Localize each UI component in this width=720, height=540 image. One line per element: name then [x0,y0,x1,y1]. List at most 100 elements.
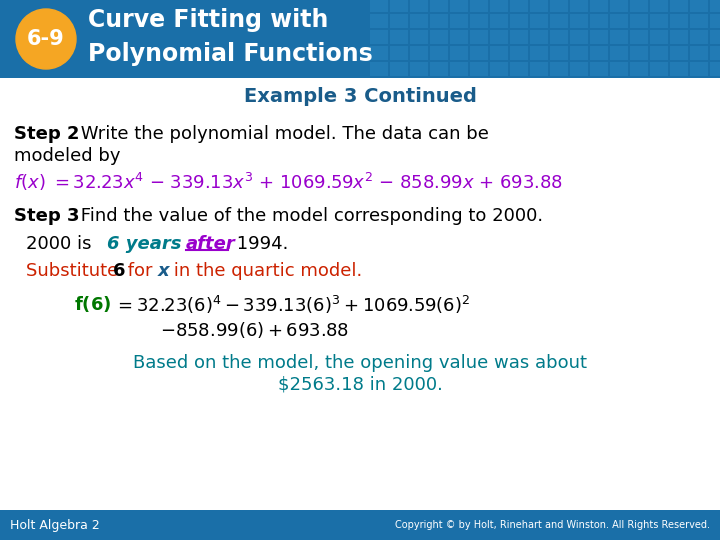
Text: Based on the model, the opening value was about: Based on the model, the opening value wa… [133,354,587,372]
Bar [570,62,588,76]
Text: Polynomial Functions: Polynomial Functions [88,42,373,66]
Bar [670,0,688,12]
Bar [650,14,668,28]
Text: 2000 is: 2000 is [26,235,97,253]
Text: Substitute: Substitute [26,262,124,280]
Bar [590,0,608,12]
Bar [610,62,628,76]
Bar [630,14,648,28]
Bar [610,30,628,44]
Bar [650,62,668,76]
Bar [430,30,448,44]
Bar [610,0,628,12]
Bar [690,0,708,12]
Bar [570,46,588,60]
Text: Step 3: Step 3 [14,207,79,225]
Bar [410,14,428,28]
Text: $f(x)$ $= 32.23x^4$ $-$ $339.13x^3$ $+$ $1069.59x^2$ $-$ $858.99x$ $+$ $693.88$: $f(x)$ $= 32.23x^4$ $-$ $339.13x^3$ $+$ … [14,171,563,193]
Bar [550,62,568,76]
Bar [0,0,720,78]
Text: x: x [158,262,170,280]
Bar [690,62,708,76]
Bar [450,14,468,28]
Bar [510,46,528,60]
Text: after: after [186,235,235,253]
Text: in the quartic model.: in the quartic model. [168,262,362,280]
Bar [470,46,488,60]
Bar [570,0,588,12]
Bar [430,14,448,28]
Bar [590,14,608,28]
Bar [450,62,468,76]
Bar [630,62,648,76]
Bar [470,30,488,44]
Bar [390,0,408,12]
Text: $= 32.23(6)^4 - 339.13(6)^3 + 1069.59(6)^2$: $= 32.23(6)^4 - 339.13(6)^3 + 1069.59(6)… [114,294,470,316]
Bar [510,14,528,28]
Text: Copyright © by Holt, Rinehart and Winston. All Rights Reserved.: Copyright © by Holt, Rinehart and Winsto… [395,520,710,530]
Bar [550,30,568,44]
Text: 6-9: 6-9 [27,29,65,49]
Bar [530,30,548,44]
Bar [510,62,528,76]
Text: Example 3 Continued: Example 3 Continued [243,86,477,105]
Bar [630,0,648,12]
Bar [530,46,548,60]
Bar [450,0,468,12]
Text: $- 858.99(6) + 693.88$: $- 858.99(6) + 693.88$ [160,320,349,340]
Bar [530,0,548,12]
Bar [670,14,688,28]
Bar [590,30,608,44]
Bar [410,46,428,60]
Text: 1994.: 1994. [231,235,289,253]
Bar [390,46,408,60]
Bar [390,14,408,28]
Bar [570,30,588,44]
Bar [550,14,568,28]
Bar [490,0,508,12]
Bar [490,62,508,76]
Bar [430,62,448,76]
Text: 6 years: 6 years [107,235,181,253]
Bar [370,14,388,28]
Bar [490,30,508,44]
Bar [410,62,428,76]
Bar [690,14,708,28]
Bar [390,30,408,44]
Bar [630,46,648,60]
Bar [710,30,720,44]
Circle shape [16,9,76,69]
Bar [710,14,720,28]
Bar [590,62,608,76]
Text: 6: 6 [113,262,125,280]
Bar [490,46,508,60]
Text: Write the polynomial model. The data can be: Write the polynomial model. The data can… [75,125,489,143]
Bar [550,0,568,12]
Bar [410,0,428,12]
Bar [590,46,608,60]
Bar [670,30,688,44]
Bar [450,46,468,60]
Text: $\mathbf{f(6)}$: $\mathbf{f(6)}$ [74,294,112,314]
Bar [710,0,720,12]
Bar [530,14,548,28]
Bar [370,0,388,12]
Bar [610,46,628,60]
Bar [690,46,708,60]
Text: Curve Fitting with: Curve Fitting with [88,8,328,32]
Bar [370,62,388,76]
Bar [710,62,720,76]
Bar [370,46,388,60]
Bar [410,30,428,44]
Bar [470,14,488,28]
Bar [710,46,720,60]
Bar [650,30,668,44]
Bar [670,62,688,76]
Bar [630,30,648,44]
Text: Holt Algebra 2: Holt Algebra 2 [10,518,100,531]
Bar [510,30,528,44]
Bar [370,30,388,44]
Bar [470,62,488,76]
Text: $2563.18 in 2000.: $2563.18 in 2000. [278,376,442,394]
Bar [450,30,468,44]
